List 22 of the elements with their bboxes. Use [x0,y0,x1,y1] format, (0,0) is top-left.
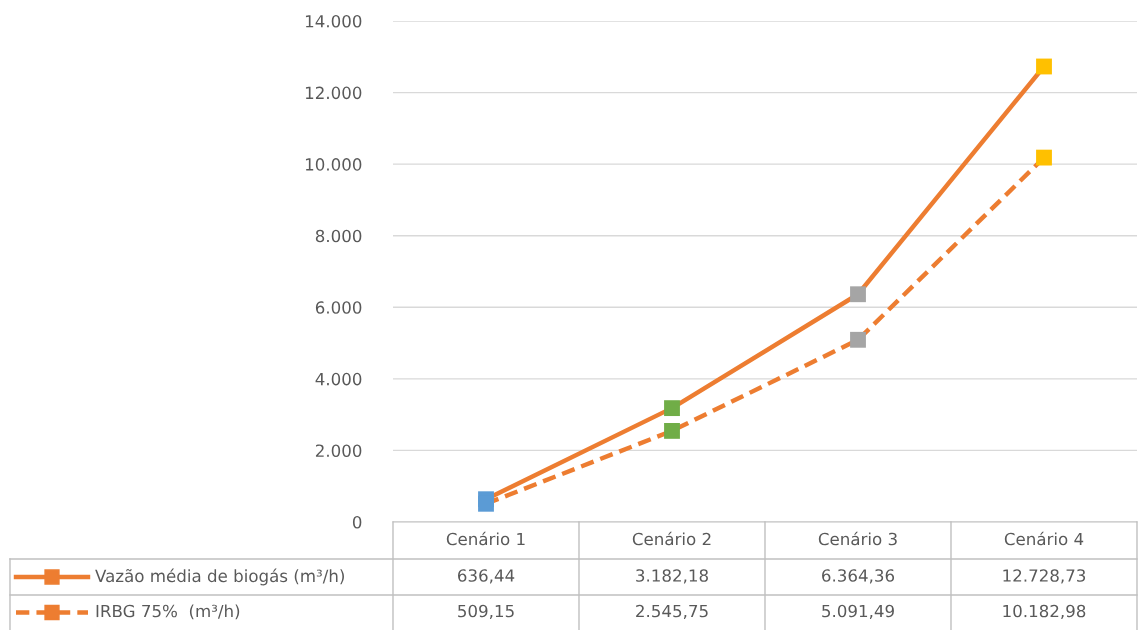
y-tick-label: 2.000 [315,444,362,457]
y-tick-label: 6.000 [315,301,362,314]
y-tick-label: 12.000 [305,86,362,100]
y-tick-label: 0 [352,515,362,529]
x-tick-label: Cenário 1 [446,531,525,546]
y-tick-label: 10.000 [305,158,362,171]
y-tick-label: 8.000 [315,229,362,243]
data-label: 509,15 [458,604,514,620]
data-label: 6.364,36 [822,569,895,584]
y-tick-label: 4.000 [315,372,362,386]
data-label: 2.545,75 [636,604,708,620]
x-tick-label: Cenário 4 [1004,531,1084,546]
data-label: 5.091,49 [822,604,894,620]
x-tick-label: Cenário 3 [818,531,897,546]
data-label: 12.728,73 [1003,569,1086,584]
legend-label: IRBG 75% (m³/h) [96,604,240,620]
legend-label: Vazão média de biogás (m³/h) [95,568,344,586]
data-label: 10.182,98 [1003,604,1086,620]
data-label: 636,44 [458,569,515,584]
x-tick-label: Cenário 2 [632,531,711,546]
y-tick-label: 14.000 [305,14,362,28]
data-label: 3.182,18 [636,569,708,584]
